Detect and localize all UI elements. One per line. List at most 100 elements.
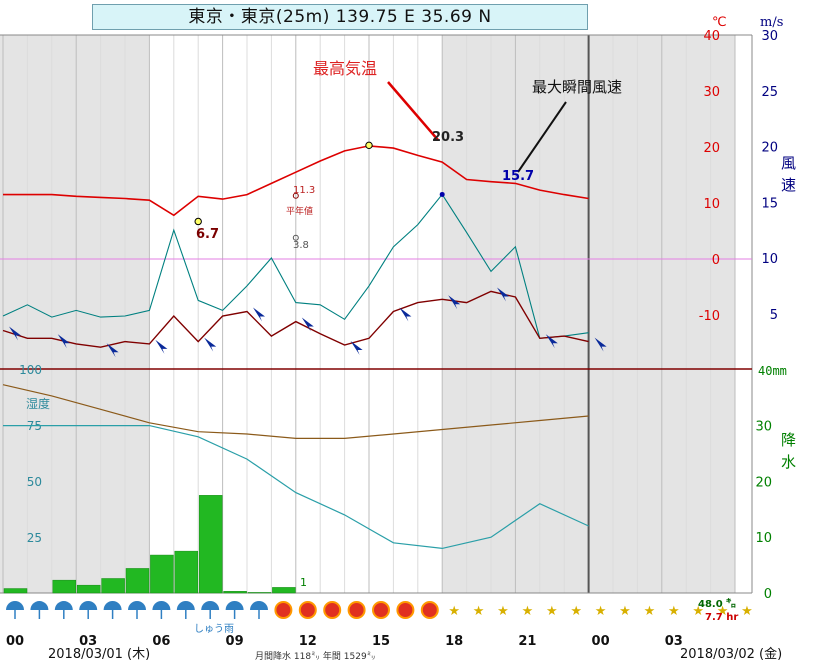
wind-tick-label: 25	[761, 85, 778, 100]
umbrella-icon	[128, 601, 146, 610]
star-icon: ★	[570, 604, 582, 619]
star-icon: ★	[546, 604, 558, 619]
temp-max-value: 20.3	[432, 130, 464, 145]
umbrella-icon	[152, 601, 171, 610]
umbrella-icon	[201, 601, 220, 610]
wind-arrow	[9, 326, 21, 341]
hour-tick-label: 03	[79, 634, 97, 649]
precipitation-bars	[3, 495, 296, 594]
normal-min-marker	[292, 234, 299, 241]
precip-bar	[52, 579, 77, 594]
star-icon: ★	[619, 604, 631, 619]
sun-icon	[274, 601, 293, 619]
precip-tick-label: 10	[755, 531, 772, 546]
weather-icons-row: ★ ★ ★ ★ ★ ★ ★ ★ ★ ★ ★ ★ ★ しゅう雨 48.0 ㌔ 7.7 hr	[6, 597, 753, 635]
temp-tick-label: 30	[703, 85, 720, 100]
sun-icon	[372, 601, 390, 619]
hour-tick-label: 12	[299, 634, 317, 649]
temp-min-value: 6.7	[196, 227, 219, 242]
sun-icon	[347, 601, 366, 619]
humidity-trend-line	[3, 425, 589, 550]
hour-tick-label: 00	[6, 634, 24, 649]
hour-tick-label: 09	[226, 634, 244, 649]
max-gust-label: 最大瞬間風速	[532, 78, 622, 96]
umbrella-icon	[250, 601, 268, 610]
wind-arrow	[545, 334, 558, 349]
gust-max-value: 15.7	[502, 169, 534, 184]
precip-bar	[198, 495, 223, 594]
max-temp-leader	[387, 81, 439, 141]
wind-arrow	[155, 339, 168, 354]
temp-tick-label: 0	[712, 253, 720, 268]
umbrella-icon	[225, 601, 244, 610]
humidity-axis-title: 湿度	[26, 396, 50, 411]
precip-bar	[247, 592, 272, 594]
wind-arrow	[448, 295, 461, 310]
date-right: 2018/03/02 (金)	[680, 646, 782, 662]
precip-bar	[223, 591, 247, 594]
normal-min-value: 3.8	[293, 240, 309, 251]
humidity-lines	[2, 384, 589, 550]
humidity-tick-label: 100	[19, 363, 42, 377]
temperature-line	[3, 145, 589, 217]
umbrella-icon	[54, 601, 73, 610]
hour-tick-label: 18	[445, 634, 463, 649]
temperature-line	[3, 141, 589, 241]
temp-tick-label: 20	[703, 141, 720, 156]
max-temp-label: 最高気温	[313, 59, 377, 78]
sunshine-total: 48.0 ㌔	[698, 597, 736, 610]
star-icon: ★	[644, 604, 656, 619]
star-icon: ★	[692, 604, 704, 619]
wind-line	[2, 290, 589, 348]
precip-bar	[272, 587, 296, 594]
wind-arrow	[106, 343, 119, 358]
wind-arrow	[497, 287, 509, 302]
wind-arrow	[204, 337, 217, 352]
rain-marker: 1	[300, 576, 307, 589]
chart-axes: ℃ m/s403020100-1030252015105風速40mm3020100…	[19, 15, 796, 602]
wind-axis-title: 速	[781, 176, 796, 194]
precip-bar	[125, 568, 150, 594]
wind-unit-label: m/s	[760, 15, 783, 30]
wind-axis-title: 風	[781, 154, 796, 172]
hour-tick-label: 21	[518, 634, 536, 649]
monthly-precip: 月間降水 118㍉ 年間 1529㍉	[255, 650, 376, 662]
chart-title: 東京・東京(25m) 139.75 E 35.69 N	[92, 4, 588, 30]
temp-max-marker	[365, 141, 373, 150]
date-left: 2018/03/01 (木)	[48, 647, 150, 662]
wind-arrow	[594, 337, 607, 352]
humidity-line	[2, 384, 589, 439]
umbrella-icon	[103, 601, 122, 610]
temp-min-marker	[194, 217, 202, 226]
precip-bar	[3, 588, 28, 594]
hour-tick-label: 06	[152, 634, 170, 649]
wind-arrow	[253, 307, 265, 322]
precip-bar	[150, 554, 174, 594]
precip-axis-title: 降	[781, 431, 796, 449]
precip-bar	[101, 578, 125, 594]
precip-bar	[76, 584, 101, 594]
precip-tick-label: 0	[764, 587, 772, 602]
star-icon: ★	[448, 604, 460, 619]
wind-arrow	[350, 340, 363, 355]
wind-arrow	[57, 334, 70, 349]
wind-tick-label: 30	[761, 29, 778, 44]
chart-background	[0, 35, 752, 593]
umbrella-icon	[30, 601, 49, 610]
sun-icon	[298, 601, 317, 619]
temp-unit-label: ℃	[712, 15, 727, 30]
sun-icon	[323, 601, 342, 619]
wind-arrow	[399, 307, 412, 322]
hour-tick-label: 00	[592, 634, 610, 649]
star-icon: ★	[595, 604, 607, 619]
wind-arrow	[301, 317, 314, 332]
precip-bar	[174, 550, 199, 594]
star-icon: ★	[717, 604, 729, 619]
star-icon: ★	[741, 604, 753, 619]
precip-tick-label: 20	[755, 475, 772, 490]
wind-lines	[2, 191, 607, 358]
umbrella-icon	[176, 601, 195, 610]
umbrella-icon	[79, 601, 98, 610]
